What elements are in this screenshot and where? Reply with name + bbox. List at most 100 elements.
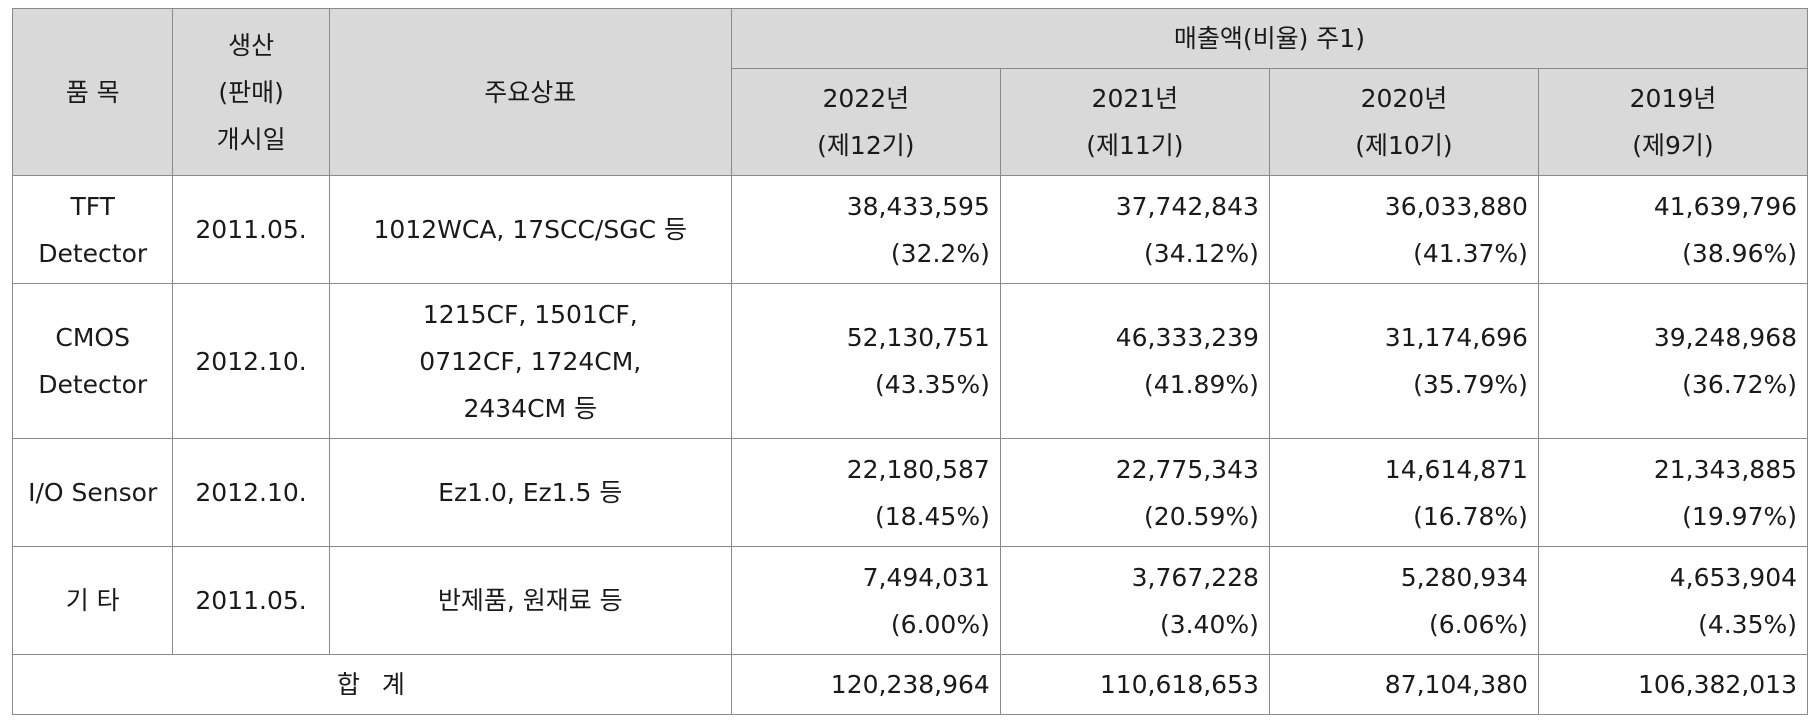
sales-ratio: (35.79%) — [1413, 370, 1528, 399]
header-brands: 주요상표 — [328, 8, 732, 176]
sales-amount: 37,742,843 — [1115, 191, 1259, 221]
total-cell: 120,238,964 — [730, 654, 1001, 715]
total-amount: 87,104,380 — [1384, 670, 1528, 699]
brands-cell: 1012WCA, 17SCC/SGC 등 — [328, 175, 732, 284]
sales-cell: 21,343,885 (19.97%) — [1537, 438, 1809, 547]
sales-cell: 36,033,880 (41.37%) — [1268, 175, 1539, 284]
brands-cell: Ez1.0, Ez1.5 등 — [328, 438, 732, 547]
header-year-label: 2022년 — [822, 84, 910, 113]
sales-amount: 5,280,934 — [1400, 562, 1528, 592]
item-label: CMOS — [55, 323, 130, 352]
header-year: 2019년 (제9기) — [1537, 68, 1809, 176]
table-row: I/O Sensor 2012.10. Ez1.0, Ez1.5 등 22,18… — [11, 438, 1809, 547]
sales-amount: 39,248,968 — [1653, 323, 1797, 352]
sales-cell: 37,742,843 (34.12%) — [999, 175, 1270, 284]
sales-table: 품 목 생산 (판매) 개시일 주요상표 매출액(비율) 주1) 2022년 (… — [11, 8, 1809, 715]
start-date-value: 2011.05. — [195, 586, 307, 615]
sales-cell: 4,653,904 (4.35%) — [1537, 546, 1809, 655]
brands-cell: 반제품, 원재료 등 — [328, 546, 732, 655]
header-start-date-line: (판매) — [218, 77, 284, 107]
sales-amount: 22,180,587 — [846, 454, 990, 484]
start-date-cell: 2012.10. — [172, 438, 330, 547]
brands-value: 0712CF, 1724CM, — [419, 346, 642, 376]
header-year-label: 2019년 — [1629, 84, 1717, 113]
header-period-label: (제11기) — [1086, 131, 1184, 160]
start-date-value: 2012.10. — [195, 478, 307, 507]
brands-value: 반제품, 원재료 등 — [437, 586, 623, 615]
sales-cell: 14,614,871 (16.78%) — [1268, 438, 1539, 547]
sales-ratio: (6.00%) — [890, 609, 990, 639]
sales-amount: 31,174,696 — [1384, 323, 1528, 352]
table-row: CMOS Detector 2012.10. 1215CF, 1501CF, 0… — [11, 283, 1809, 439]
header-item-label: 품 목 — [65, 77, 120, 107]
brands-cell: 1215CF, 1501CF, 0712CF, 1724CM, 2434CM 등 — [328, 283, 732, 439]
sales-amount: 52,130,751 — [846, 323, 990, 352]
start-date-value: 2011.05. — [195, 215, 307, 244]
header-brands-label: 주요상표 — [484, 77, 577, 107]
sales-cell: 5,280,934 (6.06%) — [1268, 546, 1539, 655]
header-item: 품 목 — [11, 8, 174, 176]
table-row: 기 타 2011.05. 반제품, 원재료 등 7,494,031 (6.00%… — [11, 546, 1809, 655]
table-row: TFT Detector 2011.05. 1012WCA, 17SCC/SGC… — [11, 175, 1809, 284]
sales-ratio: (34.12%) — [1144, 238, 1259, 268]
item-label: 기 타 — [65, 586, 120, 615]
sales-cell: 22,775,343 (20.59%) — [999, 438, 1270, 547]
sales-cell: 39,248,968 (36.72%) — [1537, 283, 1809, 439]
sales-ratio: (3.40%) — [1159, 609, 1259, 639]
item-label: Detector — [38, 238, 148, 268]
header-start-date-line: 개시일 — [216, 124, 286, 154]
sales-cell: 22,180,587 (18.45%) — [730, 438, 1001, 547]
sales-cell: 7,494,031 (6.00%) — [730, 546, 1001, 655]
sales-amount: 3,767,228 — [1131, 562, 1259, 592]
header-sales-label: 매출액(비율) 주1) — [1173, 24, 1365, 53]
header-period-label: (제12기) — [817, 131, 915, 160]
total-amount: 110,618,653 — [1099, 670, 1259, 699]
sales-cell: 38,433,595 (32.2%) — [730, 175, 1001, 284]
header-year: 2021년 (제11기) — [999, 68, 1270, 176]
header-start-date-line: 생산 — [228, 30, 275, 60]
item-cell: I/O Sensor — [11, 438, 174, 547]
sales-amount: 41,639,796 — [1653, 191, 1797, 221]
header-sales: 매출액(비율) 주1) — [730, 8, 1809, 69]
item-cell: CMOS Detector — [11, 283, 174, 439]
sales-table-container: 품 목 생산 (판매) 개시일 주요상표 매출액(비율) 주1) 2022년 (… — [11, 8, 1809, 715]
header-start-date: 생산 (판매) 개시일 — [172, 8, 330, 176]
sales-ratio: (19.97%) — [1682, 501, 1797, 531]
sales-amount: 7,494,031 — [862, 562, 990, 592]
item-label: Detector — [38, 370, 148, 399]
sales-amount: 46,333,239 — [1115, 323, 1259, 352]
total-amount: 106,382,013 — [1637, 670, 1797, 699]
sales-amount: 22,775,343 — [1115, 454, 1259, 484]
brands-value: Ez1.0, Ez1.5 등 — [438, 478, 623, 507]
brands-value: 2434CM 등 — [463, 393, 598, 423]
item-label: I/O Sensor — [28, 478, 158, 507]
sales-ratio: (38.96%) — [1682, 238, 1797, 268]
total-cell: 106,382,013 — [1537, 654, 1809, 715]
item-cell: TFT Detector — [11, 175, 174, 284]
start-date-cell: 2012.10. — [172, 283, 330, 439]
start-date-cell: 2011.05. — [172, 175, 330, 284]
header-year: 2022년 (제12기) — [730, 68, 1001, 176]
item-label: TFT — [70, 191, 115, 221]
total-label-cell: 합 계 — [12, 654, 732, 715]
sales-ratio: (20.59%) — [1144, 501, 1259, 531]
sales-cell: 46,333,239 (41.89%) — [999, 283, 1270, 439]
sales-amount: 4,653,904 — [1669, 562, 1797, 592]
sales-ratio: (32.2%) — [890, 238, 990, 268]
header-year-label: 2021년 — [1091, 84, 1179, 113]
sales-ratio: (4.35%) — [1698, 609, 1797, 639]
sales-ratio: (41.37%) — [1413, 238, 1528, 268]
sales-cell: 31,174,696 (35.79%) — [1268, 283, 1539, 439]
sales-amount: 14,614,871 — [1384, 454, 1528, 484]
sales-ratio: (18.45%) — [875, 501, 990, 531]
total-cell: 87,104,380 — [1268, 654, 1539, 715]
header-period-label: (제9기) — [1632, 131, 1714, 160]
sales-ratio: (43.35%) — [875, 370, 990, 399]
sales-cell: 52,130,751 (43.35%) — [730, 283, 1001, 439]
sales-cell: 41,639,796 (38.96%) — [1537, 175, 1809, 284]
total-amount: 120,238,964 — [830, 670, 990, 699]
start-date-cell: 2011.05. — [172, 546, 330, 655]
sales-cell: 3,767,228 (3.40%) — [999, 546, 1270, 655]
sales-amount: 21,343,885 — [1653, 454, 1797, 484]
brands-value: 1012WCA, 17SCC/SGC 등 — [373, 215, 687, 244]
